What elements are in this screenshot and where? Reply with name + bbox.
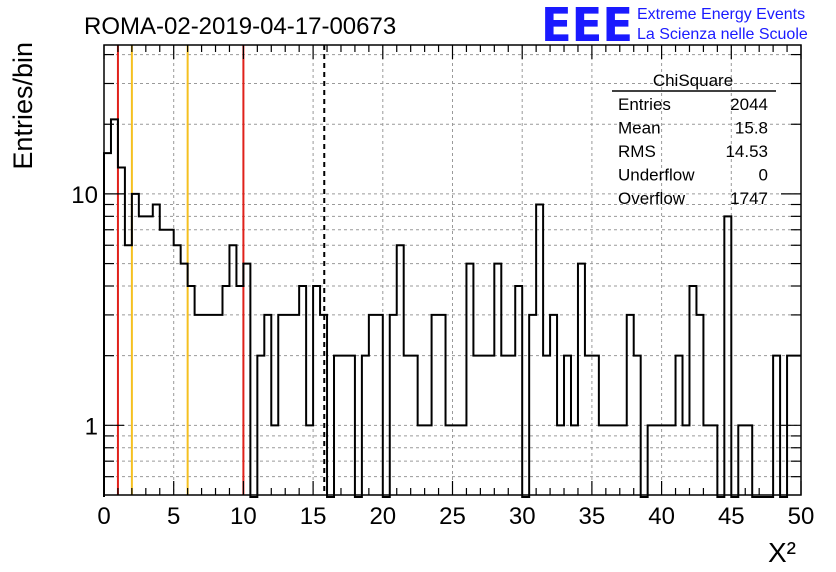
logo-line-1: Extreme Energy Events <box>637 6 805 23</box>
x-tick-label: 40 <box>648 503 675 530</box>
x-tick-label: 15 <box>300 503 327 530</box>
x-tick-label: 0 <box>97 503 110 530</box>
grid-lines <box>104 45 801 495</box>
reference-lines <box>116 45 326 495</box>
stats-label-rms: RMS <box>618 142 656 161</box>
chart-title: ROMA-02-2019-04-17-00673 <box>84 13 396 40</box>
stats-label-overflow: Overflow <box>618 189 686 208</box>
x-tick-label: 50 <box>788 503 815 530</box>
stats-label-underflow: Underflow <box>618 166 695 185</box>
y-tick-label: 1 <box>85 413 98 440</box>
eee-logo: EEE <box>541 0 633 52</box>
histogram-step-line <box>103 118 801 498</box>
axis-ticks: 0 5 10 15 20 25 30 35 40 45 50 1 10 <box>71 45 814 530</box>
x-tick-label: 30 <box>509 503 536 530</box>
x-tick-label: 20 <box>369 503 396 530</box>
x-tick-label: 45 <box>718 503 745 530</box>
stats-value-overflow: 1747 <box>730 189 768 208</box>
stats-value-underflow: 0 <box>759 166 768 185</box>
y-tick-label: 10 <box>71 182 98 209</box>
x-tick-label: 35 <box>579 503 606 530</box>
stats-label-mean: Mean <box>618 119 661 138</box>
stats-box: ChiSquare Entries 2044 Mean 15.8 RMS 14.53 Und… <box>612 71 776 208</box>
y-axis-label: Entries/bin <box>8 42 38 170</box>
x-axis-label: X² <box>768 537 796 568</box>
stats-value-rms: 14.53 <box>725 142 768 161</box>
stats-box-title: ChiSquare <box>653 71 733 90</box>
logo-line-2: La Scienza nelle Scuole <box>637 26 808 43</box>
stats-value-mean: 15.8 <box>735 119 768 138</box>
stats-label-entries: Entries <box>618 95 671 114</box>
x-tick-label: 5 <box>167 503 180 530</box>
x-tick-label: 10 <box>230 503 257 530</box>
x-tick-label: 25 <box>439 503 466 530</box>
stats-value-entries: 2044 <box>730 95 768 114</box>
